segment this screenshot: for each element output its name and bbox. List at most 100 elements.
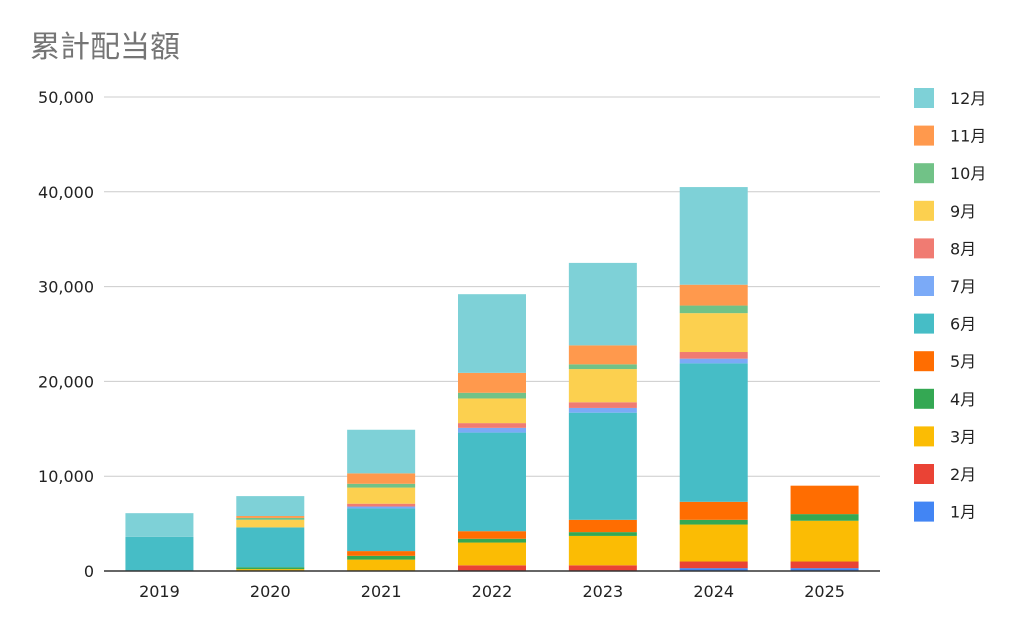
legend-item: 4月 <box>914 388 976 409</box>
legend-item: 9月 <box>914 200 976 221</box>
legend-item: 5月 <box>914 351 976 372</box>
legend-item: 6月 <box>914 313 976 334</box>
bar-segment-2022-12月 <box>458 294 526 373</box>
legend-swatch <box>914 313 934 334</box>
bar-segment-2025-1月 <box>790 568 859 571</box>
legend-item: 1月 <box>914 501 976 522</box>
legend-swatch <box>914 388 934 409</box>
legend-item: 3月 <box>914 426 976 447</box>
bar-segment-2021-5月 <box>347 551 416 556</box>
bar-segment-2021-4月 <box>347 555 416 560</box>
bar-segment-2019-6月 <box>125 536 194 571</box>
bar-segment-2023-3月 <box>568 535 637 566</box>
bar-segment-2021-7月 <box>347 506 416 509</box>
legend-swatch <box>914 276 934 296</box>
bar-segment-2025-5月 <box>790 485 859 515</box>
bar-segment-2020-6月 <box>236 527 305 568</box>
bar-segment-2022-9月 <box>458 398 526 424</box>
bar-segment-2023-6月 <box>568 412 637 520</box>
bar-segment-2022-4月 <box>458 538 526 543</box>
y-tick-label: 50,000 <box>38 88 94 107</box>
legend-swatch <box>914 125 934 146</box>
bar-segment-2022-6月 <box>458 432 526 532</box>
x-tick-label: 2022 <box>472 582 513 601</box>
legend-swatch <box>914 200 934 221</box>
bar-segment-2022-11月 <box>458 372 526 393</box>
legend-item: 11月 <box>914 125 986 146</box>
legend-swatch <box>914 238 934 259</box>
bar-segment-2024-4月 <box>679 519 748 525</box>
chart-title: 累計配当額 <box>30 30 180 65</box>
bar-segment-2020-12月 <box>236 496 305 517</box>
legend-item: 10月 <box>914 163 986 184</box>
bar-segment-2021-10月 <box>347 483 416 488</box>
x-tick-label: 2020 <box>250 582 291 601</box>
bar-segment-2023-4月 <box>568 532 637 536</box>
bar-segment-2023-2月 <box>568 565 637 571</box>
legend-label: 2月 <box>950 465 976 484</box>
legend: 12月 11月 10月 9月 8月 7月 6月 5月 4月 3月 2月 1月 <box>914 88 986 522</box>
bar-segment-2024-10月 <box>679 305 748 314</box>
legend-label: 6月 <box>950 315 976 334</box>
bar-segment-2020-11月 <box>236 516 305 518</box>
bar-segment-2024-12月 <box>679 187 748 285</box>
bar-segment-2024-7月 <box>679 358 748 364</box>
bar-segment-2022-7月 <box>458 427 526 433</box>
y-tick-label: 20,000 <box>38 372 94 391</box>
legend-swatch <box>914 426 934 447</box>
legend-label: 8月 <box>950 239 976 258</box>
y-tick-label: 10,000 <box>38 467 94 486</box>
legend-label: 9月 <box>950 202 976 221</box>
bar-segment-2025-2月 <box>790 561 859 569</box>
legend-item: 2月 <box>914 464 976 484</box>
x-tick-label: 2024 <box>693 582 734 601</box>
legend-label: 1月 <box>950 503 976 522</box>
legend-swatch <box>914 88 934 108</box>
bar-segment-2022-3月 <box>458 542 526 566</box>
bars <box>125 187 859 571</box>
y-axis-ticks: 0 10,000 20,000 30,000 40,000 50,000 <box>38 88 94 581</box>
bar-segment-2022-2月 <box>458 565 526 571</box>
bar-segment-2025-3月 <box>790 520 859 562</box>
bar-segment-2022-8月 <box>458 423 526 428</box>
legend-label: 4月 <box>950 390 976 409</box>
bar-segment-2023-10月 <box>568 364 637 370</box>
bar-segment-2024-11月 <box>679 284 748 306</box>
bar-segment-2019-12月 <box>125 513 194 537</box>
legend-item: 8月 <box>914 238 976 259</box>
x-tick-label: 2025 <box>804 582 845 601</box>
x-tick-label: 2023 <box>582 582 623 601</box>
legend-swatch <box>914 351 934 372</box>
bar-segment-2020-10月 <box>236 517 305 520</box>
bar-segment-2024-5月 <box>679 501 748 520</box>
bar-segment-2025-4月 <box>790 514 859 521</box>
legend-label: 10月 <box>950 164 986 183</box>
bar-segment-2024-9月 <box>679 313 748 353</box>
bar-segment-2024-6月 <box>679 363 748 502</box>
legend-label: 11月 <box>950 127 986 146</box>
bar-segment-2021-6月 <box>347 508 416 552</box>
bar-segment-2022-10月 <box>458 392 526 399</box>
y-tick-label: 0 <box>84 562 94 581</box>
x-tick-label: 2019 <box>139 582 180 601</box>
legend-swatch <box>914 501 934 522</box>
bar-segment-2023-7月 <box>568 407 637 413</box>
legend-label: 3月 <box>950 427 976 446</box>
bar-segment-2023-5月 <box>568 519 637 533</box>
y-tick-label: 30,000 <box>38 278 94 297</box>
x-axis-ticks: 2019 2020 2021 2022 2023 2024 2025 <box>139 582 845 601</box>
legend-item: 7月 <box>914 276 976 296</box>
bar-segment-2023-11月 <box>568 345 637 365</box>
legend-label: 7月 <box>950 277 976 296</box>
bar-segment-2021-11月 <box>347 473 416 484</box>
bar-segment-2024-8月 <box>679 352 748 359</box>
bar-segment-2022-5月 <box>458 531 526 539</box>
y-tick-label: 40,000 <box>38 183 94 202</box>
bar-segment-2021-3月 <box>347 559 416 571</box>
legend-item: 12月 <box>914 88 986 108</box>
bar-segment-2021-12月 <box>347 429 416 474</box>
legend-label: 12月 <box>950 89 986 108</box>
legend-swatch <box>914 163 934 184</box>
bar-segment-2021-8月 <box>347 503 416 507</box>
